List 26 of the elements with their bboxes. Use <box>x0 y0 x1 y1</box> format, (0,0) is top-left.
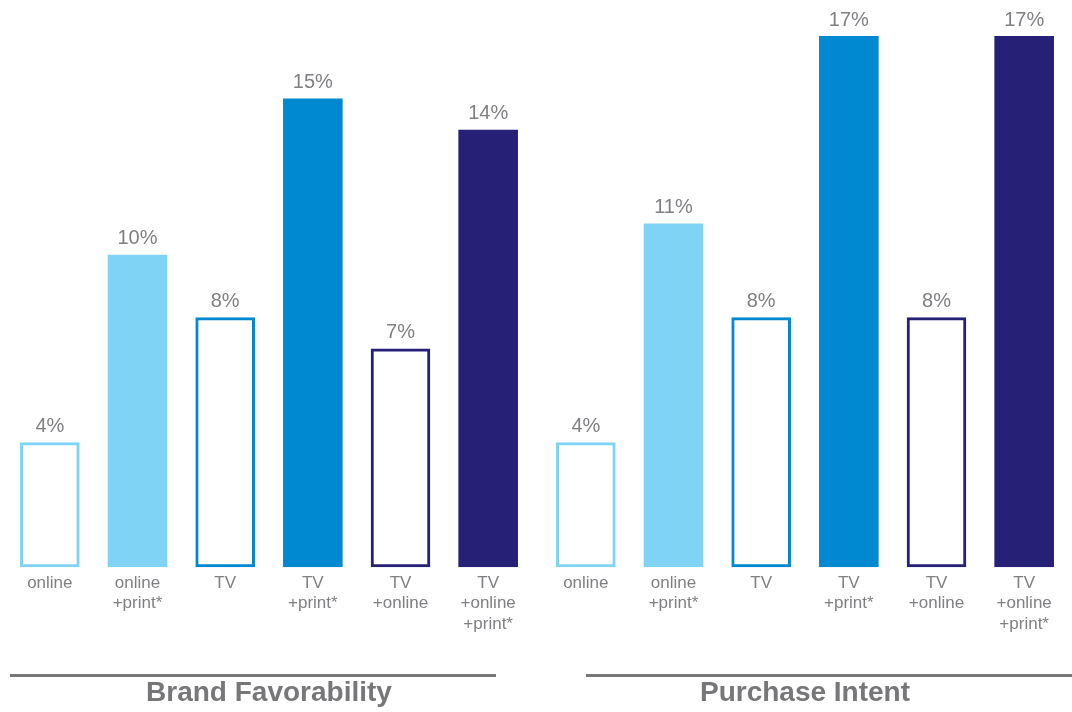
x-tick-label: TV +online <box>372 573 429 613</box>
x-tick-label: online <box>563 573 609 593</box>
data-label: 14% <box>468 101 509 124</box>
data-label: 17% <box>828 7 870 30</box>
text: Purchase Intent <box>699 675 911 707</box>
text: Brand Favorability <box>146 675 393 707</box>
x-tick-label: TV +online <box>908 573 965 613</box>
x-tick-label: TV +online +print* <box>996 573 1052 633</box>
data-label: 17% <box>1004 7 1045 30</box>
x-tick-label: TV +print* <box>288 573 339 613</box>
x-tick-label: TV +print* <box>824 573 875 613</box>
x-tick-label: online <box>27 573 73 593</box>
data-label: 8% <box>210 288 240 311</box>
x-tick-label: TV +online +print* <box>460 573 516 633</box>
data-label: 8% <box>922 288 952 311</box>
x-tick-label: online +print* <box>648 573 699 613</box>
x-tick-label: TV <box>750 573 773 593</box>
data-label: 8% <box>746 288 776 311</box>
data-label: 4% <box>35 413 65 436</box>
data-label: 11% <box>654 195 693 217</box>
x-tick-label: TV <box>214 573 237 593</box>
x-tick-label: online +print* <box>112 573 163 613</box>
data-label: 4% <box>571 413 601 436</box>
data-label: 10% <box>117 226 158 249</box>
data-label: 15% <box>292 70 334 93</box>
data-label: 7% <box>386 319 416 342</box>
